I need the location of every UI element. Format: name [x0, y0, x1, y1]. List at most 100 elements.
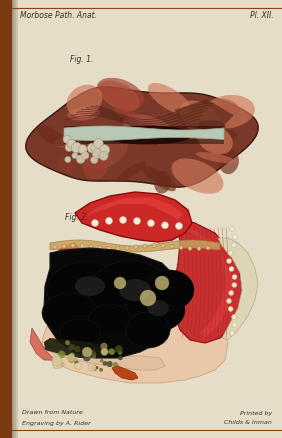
- Ellipse shape: [97, 78, 144, 110]
- Ellipse shape: [142, 166, 176, 191]
- Circle shape: [92, 149, 102, 159]
- Circle shape: [133, 218, 140, 224]
- Circle shape: [98, 246, 102, 250]
- Circle shape: [87, 143, 97, 153]
- Circle shape: [99, 151, 108, 160]
- Polygon shape: [0, 0, 16, 438]
- Circle shape: [91, 365, 96, 370]
- Circle shape: [73, 358, 77, 361]
- Circle shape: [91, 364, 97, 370]
- Circle shape: [74, 364, 78, 368]
- Ellipse shape: [37, 126, 66, 146]
- Circle shape: [109, 350, 112, 354]
- Circle shape: [68, 344, 75, 351]
- Circle shape: [232, 314, 237, 319]
- Circle shape: [99, 145, 110, 155]
- Circle shape: [89, 363, 96, 371]
- Ellipse shape: [126, 312, 170, 348]
- Polygon shape: [85, 197, 183, 220]
- Polygon shape: [172, 218, 242, 343]
- Circle shape: [80, 244, 84, 248]
- Ellipse shape: [47, 262, 123, 318]
- Circle shape: [229, 266, 234, 272]
- Circle shape: [230, 226, 235, 232]
- Circle shape: [108, 348, 114, 354]
- Ellipse shape: [88, 304, 132, 336]
- Circle shape: [74, 346, 81, 353]
- Circle shape: [120, 216, 127, 223]
- Polygon shape: [55, 243, 80, 260]
- Circle shape: [118, 356, 123, 360]
- Ellipse shape: [146, 270, 194, 310]
- Circle shape: [232, 322, 237, 328]
- Circle shape: [52, 359, 62, 369]
- Circle shape: [105, 217, 113, 224]
- Polygon shape: [44, 248, 180, 358]
- Circle shape: [231, 243, 236, 247]
- Circle shape: [114, 277, 126, 289]
- Circle shape: [115, 345, 123, 353]
- Circle shape: [226, 299, 232, 304]
- Ellipse shape: [60, 319, 100, 347]
- Ellipse shape: [58, 156, 75, 173]
- Circle shape: [67, 139, 76, 148]
- Text: Printed by: Printed by: [240, 410, 272, 416]
- Circle shape: [228, 251, 233, 255]
- Circle shape: [63, 135, 71, 144]
- Polygon shape: [0, 0, 11, 438]
- Circle shape: [232, 234, 237, 240]
- Ellipse shape: [87, 137, 128, 169]
- Circle shape: [95, 366, 98, 369]
- Circle shape: [116, 247, 120, 251]
- Ellipse shape: [67, 106, 100, 120]
- Ellipse shape: [127, 126, 155, 144]
- Polygon shape: [174, 99, 234, 131]
- Circle shape: [74, 360, 79, 365]
- Circle shape: [72, 152, 78, 159]
- Ellipse shape: [125, 288, 185, 332]
- Ellipse shape: [102, 126, 192, 144]
- Circle shape: [118, 350, 122, 355]
- Ellipse shape: [171, 159, 224, 194]
- Circle shape: [52, 354, 61, 363]
- Ellipse shape: [219, 149, 239, 174]
- Circle shape: [94, 139, 103, 148]
- Circle shape: [161, 244, 165, 248]
- Circle shape: [109, 349, 115, 355]
- Polygon shape: [112, 366, 138, 380]
- Ellipse shape: [179, 100, 220, 136]
- Circle shape: [91, 156, 98, 163]
- Circle shape: [59, 362, 64, 367]
- Circle shape: [152, 244, 156, 247]
- Polygon shape: [30, 328, 55, 360]
- Polygon shape: [75, 192, 192, 242]
- Polygon shape: [182, 228, 234, 338]
- Ellipse shape: [123, 114, 176, 144]
- Ellipse shape: [119, 279, 151, 301]
- Circle shape: [188, 246, 192, 251]
- Circle shape: [67, 354, 75, 362]
- Polygon shape: [0, 0, 12, 438]
- Circle shape: [71, 142, 82, 153]
- Circle shape: [113, 363, 119, 369]
- Ellipse shape: [196, 152, 237, 164]
- Ellipse shape: [98, 81, 140, 111]
- Circle shape: [197, 247, 201, 251]
- Circle shape: [65, 156, 71, 162]
- Text: Fig. 1.: Fig. 1.: [70, 56, 93, 64]
- Polygon shape: [0, 0, 14, 438]
- Text: Morbose Path. Anat.: Morbose Path. Anat.: [20, 11, 97, 21]
- Circle shape: [81, 152, 89, 159]
- Ellipse shape: [198, 120, 226, 131]
- Circle shape: [92, 354, 96, 358]
- Circle shape: [107, 246, 111, 250]
- Polygon shape: [44, 338, 108, 358]
- Circle shape: [147, 220, 155, 227]
- Circle shape: [71, 244, 75, 247]
- Circle shape: [229, 290, 234, 296]
- Circle shape: [90, 353, 94, 357]
- Polygon shape: [0, 0, 13, 438]
- Text: Fig. 2.: Fig. 2.: [65, 213, 88, 223]
- Polygon shape: [0, 0, 18, 438]
- Ellipse shape: [147, 300, 169, 316]
